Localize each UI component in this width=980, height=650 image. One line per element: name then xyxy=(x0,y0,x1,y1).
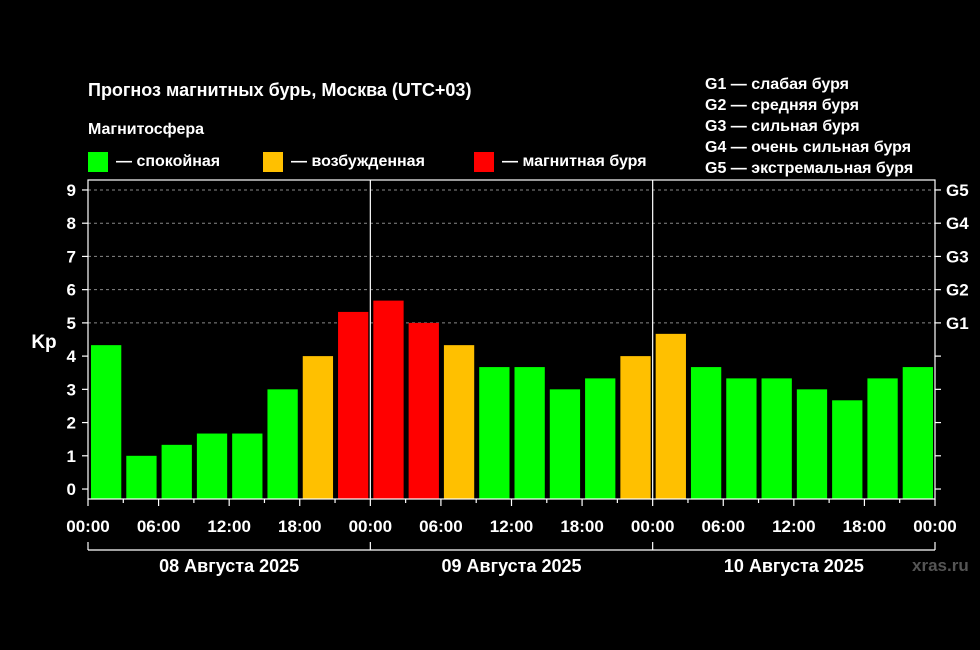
g-tick-label: G2 xyxy=(946,281,969,300)
x-tick-label: 00:00 xyxy=(349,517,392,536)
kp-bar xyxy=(126,455,157,499)
x-tick-label: 06:00 xyxy=(419,517,462,536)
y-tick-label: 2 xyxy=(67,414,76,433)
legend-quiet-label: — спокойная xyxy=(116,153,221,170)
y-tick-label: 0 xyxy=(67,480,76,499)
y-tick-label: 9 xyxy=(67,181,76,200)
g-tick-label: G5 xyxy=(946,181,969,200)
kp-bar xyxy=(408,322,439,499)
legend-quiet-swatch xyxy=(88,152,108,172)
x-tick-label: 18:00 xyxy=(843,517,886,536)
kp-bar xyxy=(373,300,404,499)
kp-bar xyxy=(338,311,369,499)
y-tick-label: 4 xyxy=(67,347,77,366)
y-tick-label: 8 xyxy=(67,214,76,233)
kp-bar xyxy=(832,400,863,499)
legend-storm-swatch xyxy=(474,152,494,172)
legend-active: — возбужденная xyxy=(263,151,425,173)
legend-quiet: — спокойная xyxy=(88,151,220,173)
kp-bar xyxy=(620,356,651,499)
kp-bar xyxy=(585,378,616,499)
g-legend-item: G4 — очень сильная буря xyxy=(705,139,912,156)
legend-active-swatch xyxy=(263,152,283,172)
kp-bar xyxy=(161,444,192,499)
g-tick-label: G4 xyxy=(946,214,969,233)
g-tick-label: G3 xyxy=(946,247,969,266)
x-tick-label: 12:00 xyxy=(490,517,533,536)
legend-storm: — магнитная буря xyxy=(474,151,647,173)
g-legend-item: G5 — экстремальная буря xyxy=(705,160,914,177)
x-tick-label: 00:00 xyxy=(913,517,956,536)
kp-bar xyxy=(232,433,263,499)
g-legend-item: G2 — средняя буря xyxy=(705,97,859,114)
x-tick-label: 12:00 xyxy=(772,517,815,536)
kp-bar xyxy=(655,333,686,499)
x-tick-label: 06:00 xyxy=(702,517,745,536)
x-tick-label: 00:00 xyxy=(631,517,674,536)
watermark: xras.ru xyxy=(912,556,969,575)
kp-bar xyxy=(91,345,122,499)
y-tick-label: 3 xyxy=(67,380,76,399)
g-tick-label: G1 xyxy=(946,314,969,333)
kp-bar xyxy=(902,367,933,499)
day-label: 08 Августа 2025 xyxy=(159,556,299,576)
x-tick-label: 06:00 xyxy=(137,517,180,536)
kp-bar xyxy=(726,378,757,499)
x-tick-label: 18:00 xyxy=(278,517,321,536)
g-legend-item: G3 — сильная буря xyxy=(705,118,860,135)
chart-title: Прогноз магнитных бурь, Москва (UTC+03) xyxy=(88,80,472,100)
kp-bar xyxy=(514,367,545,499)
kp-bar xyxy=(549,389,581,499)
y-tick-label: 5 xyxy=(67,314,76,333)
x-tick-label: 18:00 xyxy=(560,517,603,536)
kp-bar xyxy=(796,389,828,499)
kp-bar xyxy=(302,356,334,499)
legend-storm-label: — магнитная буря xyxy=(502,153,647,170)
kp-bar xyxy=(196,433,228,499)
day-label: 09 Августа 2025 xyxy=(441,556,581,576)
g-scale-legend: G1 — слабая буря G2 — средняя буря G3 — … xyxy=(705,74,913,179)
kp-bar xyxy=(443,345,475,499)
kp-bar xyxy=(690,367,722,499)
y-tick-label: 6 xyxy=(67,281,76,300)
y-tick-label: 1 xyxy=(67,447,76,466)
x-tick-label: 12:00 xyxy=(207,517,250,536)
x-tick-label: 00:00 xyxy=(66,517,109,536)
g-legend-item: G1 — слабая буря xyxy=(705,76,850,93)
legend-active-label: — возбужденная xyxy=(291,153,425,170)
y-tick-label: 7 xyxy=(67,247,76,266)
magnetosphere-label: Магнитосфера xyxy=(88,121,205,138)
y-axis-label: Kp xyxy=(31,332,56,353)
kp-bar xyxy=(867,378,898,499)
day-label: 10 Августа 2025 xyxy=(724,556,864,576)
kp-bar xyxy=(267,389,298,499)
kp-bar xyxy=(479,367,510,499)
kp-bar xyxy=(761,378,792,499)
